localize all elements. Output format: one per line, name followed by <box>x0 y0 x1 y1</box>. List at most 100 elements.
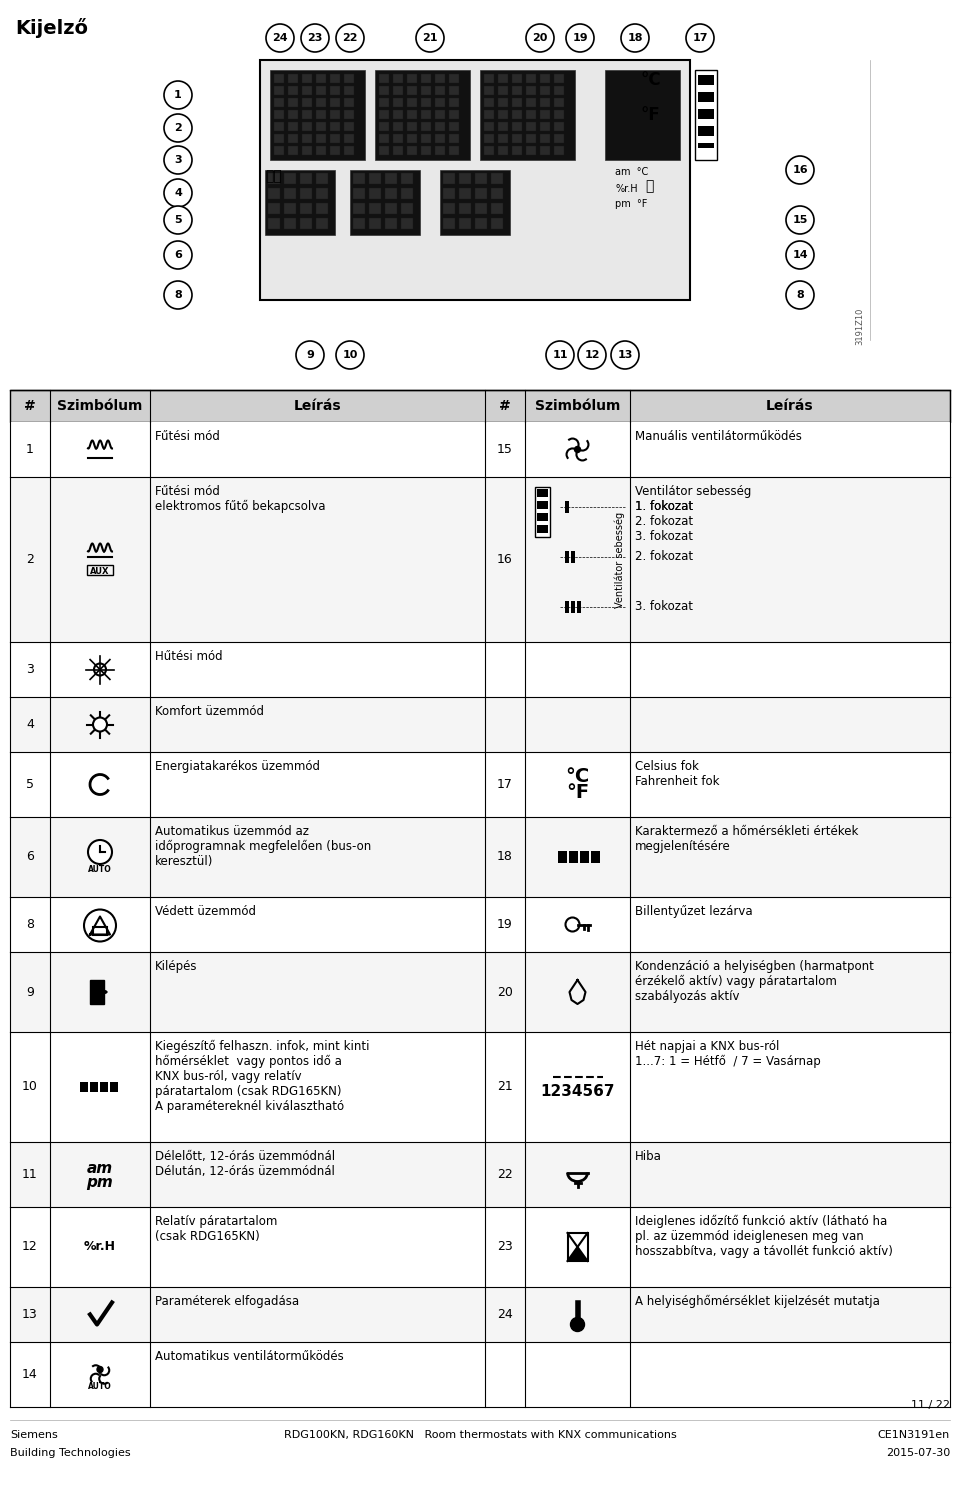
Circle shape <box>266 24 294 52</box>
Circle shape <box>93 718 107 731</box>
Bar <box>344 110 354 119</box>
Text: Kiegészítő felhaszn. infok, mint kinti
hőmérséklet  vagy pontos idő a
KNX bus-ró: Kiegészítő felhaszn. infok, mint kinti h… <box>155 1040 370 1113</box>
Text: 2: 2 <box>26 553 34 566</box>
Bar <box>393 110 403 119</box>
Bar <box>10 642 950 697</box>
Bar <box>475 172 487 184</box>
Bar <box>554 146 564 155</box>
Bar <box>498 146 508 155</box>
Text: Billentyűzet lezárva: Billentyűzet lezárva <box>635 905 753 918</box>
Text: Kilépés: Kilépés <box>155 960 198 973</box>
Bar <box>484 122 494 131</box>
Text: 1: 1 <box>26 443 34 456</box>
Circle shape <box>611 340 639 369</box>
Bar <box>274 86 284 95</box>
Circle shape <box>301 24 329 52</box>
Text: 🔒: 🔒 <box>645 178 654 193</box>
Bar <box>330 122 340 131</box>
Bar <box>344 122 354 131</box>
Bar <box>316 146 326 155</box>
Bar <box>484 98 494 107</box>
Bar <box>440 169 510 235</box>
Bar <box>385 172 397 184</box>
Text: 1: 1 <box>174 91 181 100</box>
Text: 3191Z10: 3191Z10 <box>855 308 865 345</box>
Bar <box>274 146 284 155</box>
Bar <box>407 146 417 155</box>
Bar <box>459 172 471 184</box>
Text: 23: 23 <box>497 1241 513 1254</box>
Bar <box>379 146 389 155</box>
Bar <box>491 189 503 199</box>
Bar <box>330 134 340 143</box>
Text: am  °C: am °C <box>615 166 648 177</box>
Text: 4: 4 <box>174 189 182 198</box>
Bar <box>475 189 487 199</box>
Bar <box>274 110 284 119</box>
Text: °F: °F <box>640 106 660 123</box>
Circle shape <box>416 24 444 52</box>
Bar <box>316 98 326 107</box>
Bar <box>407 86 417 95</box>
Text: pm: pm <box>86 1175 113 1190</box>
Bar <box>498 98 508 107</box>
Text: Védett üzemmód: Védett üzemmód <box>155 905 256 918</box>
Circle shape <box>164 207 192 233</box>
Circle shape <box>97 1367 103 1373</box>
Bar <box>379 86 389 95</box>
Bar <box>491 204 503 214</box>
Text: 3: 3 <box>174 155 181 165</box>
Text: Hűtési mód: Hűtési mód <box>155 649 223 663</box>
Bar <box>554 74 564 83</box>
Bar <box>316 134 326 143</box>
Bar <box>353 218 365 229</box>
Text: 4: 4 <box>26 718 34 731</box>
Text: 22: 22 <box>343 33 358 43</box>
Bar <box>568 851 578 863</box>
Text: 13: 13 <box>617 351 633 360</box>
Bar <box>484 86 494 95</box>
Circle shape <box>336 24 364 52</box>
Bar <box>540 110 550 119</box>
Bar <box>344 98 354 107</box>
Text: 6: 6 <box>26 850 34 863</box>
Bar <box>407 110 417 119</box>
Circle shape <box>94 664 106 676</box>
Bar <box>407 122 417 131</box>
Bar <box>537 489 548 496</box>
Bar <box>421 122 431 131</box>
Text: Energiatakarékos üzemmód: Energiatakarékos üzemmód <box>155 759 320 773</box>
Bar <box>288 122 298 131</box>
Bar <box>698 126 714 137</box>
Text: AUTO: AUTO <box>88 865 112 874</box>
Bar <box>10 1031 950 1143</box>
Circle shape <box>786 281 814 309</box>
Bar <box>375 70 470 160</box>
Bar <box>512 146 522 155</box>
Text: 14: 14 <box>792 250 807 260</box>
Bar <box>288 98 298 107</box>
Bar <box>316 218 328 229</box>
Bar <box>268 204 280 214</box>
Bar <box>407 98 417 107</box>
Bar <box>10 898 950 953</box>
Text: °F: °F <box>566 783 589 802</box>
Text: °C: °C <box>640 71 660 89</box>
Bar <box>344 74 354 83</box>
Circle shape <box>296 340 324 369</box>
Text: 24: 24 <box>497 1308 513 1321</box>
Bar <box>484 110 494 119</box>
Text: 9: 9 <box>26 985 34 999</box>
Text: RDG100KN, RDG160KN   Room thermostats with KNX communications: RDG100KN, RDG160KN Room thermostats with… <box>283 1430 677 1440</box>
Polygon shape <box>567 1247 588 1262</box>
Circle shape <box>686 24 714 52</box>
Text: 11 / 22: 11 / 22 <box>911 1400 950 1410</box>
Bar <box>330 86 340 95</box>
Bar <box>698 74 714 85</box>
Bar <box>379 74 389 83</box>
Circle shape <box>164 82 192 108</box>
Bar <box>80 1082 88 1092</box>
Bar <box>369 172 381 184</box>
Text: 8: 8 <box>26 918 34 932</box>
Text: 10: 10 <box>343 351 358 360</box>
